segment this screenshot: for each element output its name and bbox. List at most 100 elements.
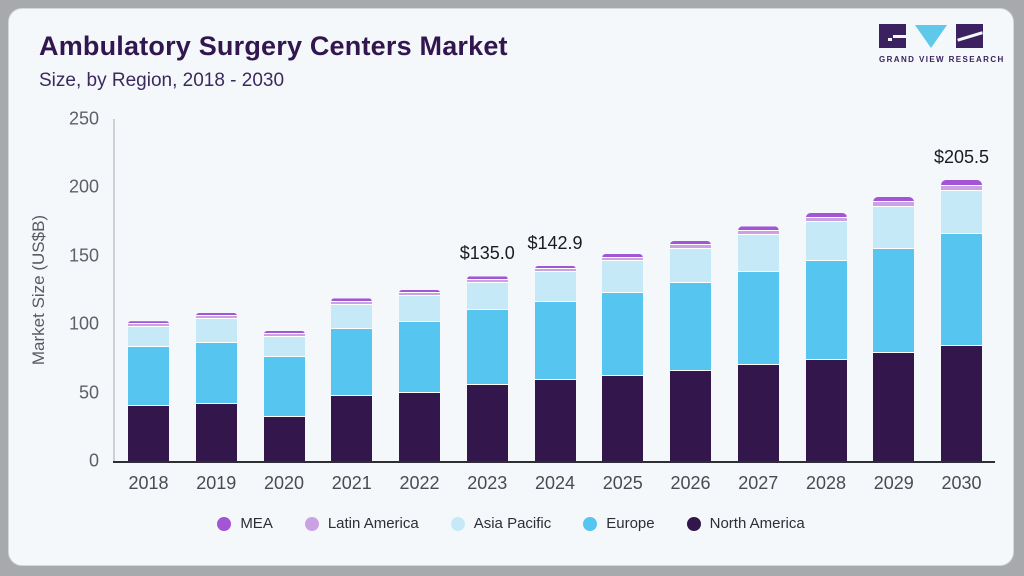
segment-latin-america-2020 bbox=[263, 334, 305, 337]
segment-latin-america-2025 bbox=[602, 257, 644, 262]
legend-label-asia-pacific: Asia Pacific bbox=[473, 515, 552, 532]
x-axis-line bbox=[113, 461, 995, 463]
y-tick-200: 200 bbox=[68, 176, 99, 197]
segment-mea-2026 bbox=[670, 240, 711, 246]
segment-asia-pacific-2022 bbox=[399, 295, 440, 322]
segment-mea-2025 bbox=[602, 253, 644, 258]
value-label-2024: $142.9 bbox=[527, 232, 583, 253]
bar-2023 bbox=[466, 276, 508, 461]
segment-latin-america-2029 bbox=[873, 202, 915, 208]
bar-2021 bbox=[331, 298, 373, 461]
segment-mea-2024 bbox=[534, 265, 576, 270]
y-axis-title: Market Size (US$B) bbox=[29, 214, 48, 366]
segment-asia-pacific-2025 bbox=[602, 261, 644, 293]
segment-asia-pacific-2030 bbox=[941, 191, 982, 234]
y-tick-0: 0 bbox=[88, 450, 99, 471]
y-tick-100: 100 bbox=[68, 313, 99, 334]
legend-item-asia-pacific: Asia Pacific bbox=[450, 515, 552, 532]
segment-mea-2030 bbox=[941, 179, 982, 186]
logo-v-triangle-icon bbox=[915, 24, 947, 48]
x-tick-2021: 2021 bbox=[331, 473, 372, 493]
legend-item-europe: Europe bbox=[583, 515, 655, 532]
legend: MEA Latin America Asia Pacific Europe North … bbox=[9, 515, 1013, 532]
y-tick-50: 50 bbox=[78, 382, 99, 403]
segment-north-america-2019 bbox=[195, 404, 237, 461]
x-tick-2030: 2030 bbox=[941, 473, 982, 493]
segment-europe-2021 bbox=[331, 329, 373, 397]
x-tick-2028: 2028 bbox=[805, 473, 847, 493]
segment-latin-america-2023 bbox=[466, 279, 508, 283]
segment-latin-america-2026 bbox=[670, 245, 711, 250]
legend-dot-latin-america bbox=[304, 516, 319, 531]
bar-2030 bbox=[941, 179, 982, 461]
segment-europe-2026 bbox=[670, 283, 711, 372]
y-tick-150: 150 bbox=[68, 245, 99, 266]
segment-north-america-2021 bbox=[331, 396, 373, 461]
legend-item-latin-america: Latin America bbox=[304, 515, 419, 532]
segment-europe-2023 bbox=[466, 310, 508, 386]
segment-north-america-2027 bbox=[737, 365, 779, 461]
bar-2027 bbox=[737, 226, 779, 461]
segment-north-america-2023 bbox=[466, 385, 508, 461]
segment-asia-pacific-2028 bbox=[805, 221, 847, 261]
segment-europe-2028 bbox=[805, 260, 847, 360]
segment-north-america-2030 bbox=[941, 345, 982, 461]
chart-card: Ambulatory Surgery Centers Market Size, … bbox=[8, 8, 1014, 566]
segment-mea-2027 bbox=[737, 226, 779, 232]
logo-g-block-icon bbox=[879, 24, 906, 48]
x-tick-2019: 2019 bbox=[196, 473, 237, 493]
x-tick-2020: 2020 bbox=[263, 473, 305, 493]
segment-latin-america-2021 bbox=[331, 302, 373, 306]
bar-2029 bbox=[873, 197, 915, 461]
segment-europe-2024 bbox=[534, 301, 576, 381]
segment-mea-2029 bbox=[873, 197, 915, 203]
segment-asia-pacific-2024 bbox=[534, 272, 576, 302]
x-tick-2023: 2023 bbox=[467, 473, 508, 493]
segment-north-america-2026 bbox=[670, 371, 711, 461]
x-tick-2027: 2027 bbox=[738, 473, 779, 493]
segment-europe-2027 bbox=[737, 271, 779, 366]
bar-2026 bbox=[670, 240, 711, 461]
x-tick-2025: 2025 bbox=[602, 473, 643, 493]
legend-item-north-america: North America bbox=[686, 515, 805, 532]
segment-europe-2030 bbox=[941, 233, 982, 346]
segment-asia-pacific-2019 bbox=[195, 319, 237, 343]
segment-mea-2019 bbox=[195, 312, 237, 317]
page-title: Ambulatory Surgery Centers Market bbox=[39, 31, 508, 61]
segment-europe-2020 bbox=[263, 357, 305, 417]
segment-asia-pacific-2026 bbox=[670, 249, 711, 284]
legend-item-mea: MEA bbox=[217, 515, 273, 532]
segment-asia-pacific-2027 bbox=[737, 235, 779, 272]
segment-north-america-2024 bbox=[534, 380, 576, 461]
segment-latin-america-2022 bbox=[399, 292, 440, 296]
bar-2022 bbox=[399, 290, 440, 461]
bar-2025 bbox=[602, 253, 644, 461]
segment-asia-pacific-2018 bbox=[128, 326, 169, 348]
bar-2019 bbox=[195, 312, 237, 461]
segment-europe-2025 bbox=[602, 292, 644, 377]
plot-area: Market Size (US$B) 0 50 100 150 200 250 2018 20… bbox=[29, 109, 995, 493]
segment-latin-america-2030 bbox=[941, 185, 982, 192]
x-tick-2024: 2024 bbox=[534, 473, 576, 493]
segment-mea-2023 bbox=[466, 276, 508, 280]
segment-north-america-2028 bbox=[805, 359, 847, 461]
x-tick-2022: 2022 bbox=[399, 473, 440, 493]
segment-asia-pacific-2020 bbox=[263, 336, 305, 358]
segment-europe-2018 bbox=[128, 347, 169, 407]
bar-2028 bbox=[805, 212, 847, 461]
legend-label-europe: Europe bbox=[606, 515, 655, 532]
bar-2018 bbox=[128, 321, 169, 461]
legend-dot-europe bbox=[583, 516, 598, 531]
segment-north-america-2029 bbox=[873, 353, 915, 461]
logo-r-block-icon bbox=[956, 24, 983, 48]
segment-latin-america-2028 bbox=[805, 217, 847, 222]
y-tick-250: 250 bbox=[68, 108, 99, 129]
legend-label-north-america: North America bbox=[709, 515, 805, 532]
segment-mea-2028 bbox=[805, 212, 847, 218]
segment-mea-2021 bbox=[331, 298, 373, 303]
segment-mea-2020 bbox=[263, 330, 305, 335]
segment-latin-america-2019 bbox=[195, 316, 237, 320]
segment-europe-2019 bbox=[195, 342, 237, 405]
value-label-2023: $135.0 bbox=[459, 243, 515, 264]
segment-north-america-2022 bbox=[399, 392, 440, 461]
